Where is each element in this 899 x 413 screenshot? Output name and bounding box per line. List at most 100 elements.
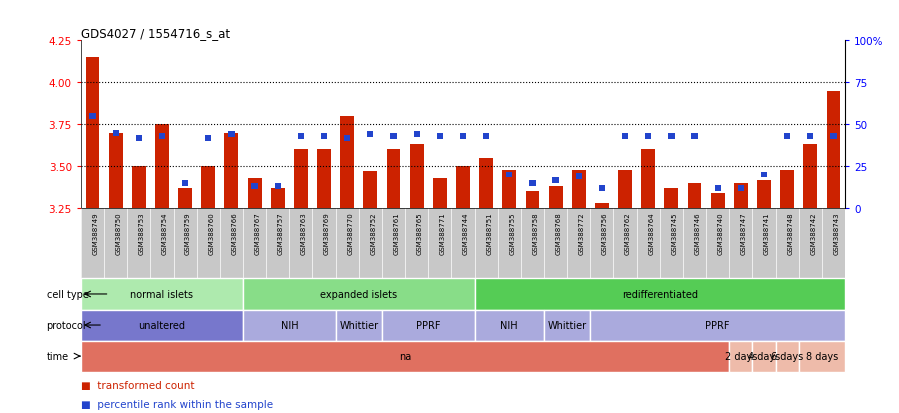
Bar: [294, 150, 307, 209]
Bar: [243, 279, 475, 310]
Text: time: time: [47, 351, 68, 361]
Text: GSM388758: GSM388758: [532, 212, 539, 254]
Text: GSM388761: GSM388761: [394, 212, 399, 255]
Bar: [252, 184, 258, 190]
Bar: [178, 188, 192, 209]
Text: GSM388768: GSM388768: [556, 212, 562, 255]
Text: GSM388740: GSM388740: [717, 212, 724, 254]
Text: 8 days: 8 days: [806, 351, 838, 361]
Text: NIH: NIH: [280, 320, 298, 330]
Bar: [414, 132, 420, 138]
Bar: [201, 167, 215, 209]
Bar: [182, 180, 188, 186]
Bar: [622, 134, 628, 140]
Bar: [572, 170, 586, 209]
Bar: [205, 135, 211, 141]
Bar: [738, 185, 744, 191]
Text: GSM388749: GSM388749: [93, 212, 99, 254]
Bar: [641, 150, 655, 209]
Text: GSM388751: GSM388751: [486, 212, 492, 254]
Bar: [664, 188, 679, 209]
Bar: [711, 194, 725, 209]
Bar: [780, 170, 794, 209]
Bar: [410, 145, 423, 209]
Bar: [734, 183, 748, 209]
Bar: [112, 131, 119, 136]
Bar: [752, 341, 776, 372]
Text: GSM388746: GSM388746: [695, 212, 700, 254]
Bar: [363, 172, 378, 209]
Text: GSM388772: GSM388772: [579, 212, 584, 254]
Bar: [298, 134, 304, 140]
Bar: [243, 310, 335, 341]
Bar: [387, 150, 400, 209]
Text: GSM388770: GSM388770: [347, 212, 353, 255]
Bar: [591, 310, 845, 341]
Text: cell type: cell type: [47, 289, 88, 299]
Bar: [595, 204, 609, 209]
Bar: [526, 192, 539, 209]
Text: PPRF: PPRF: [706, 320, 730, 330]
Bar: [715, 185, 721, 191]
Bar: [460, 134, 466, 140]
Text: GSM388755: GSM388755: [510, 212, 515, 254]
Text: ■  percentile rank within the sample: ■ percentile rank within the sample: [81, 399, 273, 409]
Text: GSM388752: GSM388752: [370, 212, 377, 254]
Text: GSM388754: GSM388754: [162, 212, 168, 254]
Bar: [483, 134, 489, 140]
Text: redifferentiated: redifferentiated: [622, 289, 698, 299]
Bar: [85, 58, 100, 209]
Bar: [317, 150, 331, 209]
Bar: [321, 134, 327, 140]
Bar: [804, 145, 817, 209]
Text: GSM388741: GSM388741: [764, 212, 770, 254]
Text: GSM388769: GSM388769: [324, 212, 330, 255]
Bar: [553, 177, 559, 183]
Bar: [798, 341, 845, 372]
Bar: [668, 134, 674, 140]
Bar: [456, 167, 470, 209]
Text: ■  transformed count: ■ transformed count: [81, 380, 194, 390]
Text: GSM388753: GSM388753: [138, 212, 145, 254]
Text: 2 days: 2 days: [725, 351, 757, 361]
Bar: [437, 134, 443, 140]
Bar: [530, 180, 536, 186]
Text: GSM388760: GSM388760: [209, 212, 214, 255]
Text: Whittier: Whittier: [547, 320, 587, 330]
Bar: [247, 178, 262, 209]
Bar: [390, 134, 396, 140]
Text: na: na: [399, 351, 411, 361]
Bar: [506, 172, 512, 178]
Bar: [826, 91, 841, 209]
Bar: [645, 134, 652, 140]
Bar: [81, 310, 243, 341]
Bar: [757, 180, 771, 209]
Bar: [807, 134, 814, 140]
Text: GSM388771: GSM388771: [440, 212, 446, 255]
Bar: [433, 178, 447, 209]
Bar: [475, 310, 544, 341]
Text: normal islets: normal islets: [130, 289, 193, 299]
Text: GSM388743: GSM388743: [833, 212, 840, 254]
Text: GSM388759: GSM388759: [185, 212, 191, 254]
Text: 6 days: 6 days: [771, 351, 804, 361]
Text: expanded islets: expanded islets: [320, 289, 397, 299]
Text: GSM388765: GSM388765: [416, 212, 423, 254]
Bar: [382, 310, 475, 341]
Bar: [599, 185, 605, 191]
Text: GSM388750: GSM388750: [116, 212, 121, 254]
Bar: [340, 116, 354, 209]
Text: protocol: protocol: [47, 320, 86, 330]
Bar: [784, 134, 790, 140]
Text: PPRF: PPRF: [416, 320, 441, 330]
Bar: [109, 133, 122, 209]
Bar: [274, 184, 280, 190]
Bar: [335, 310, 382, 341]
Bar: [228, 132, 235, 138]
Bar: [81, 341, 729, 372]
Bar: [688, 183, 701, 209]
Text: GSM388745: GSM388745: [672, 212, 677, 254]
Bar: [159, 134, 165, 140]
Bar: [619, 170, 632, 209]
Bar: [831, 134, 837, 140]
